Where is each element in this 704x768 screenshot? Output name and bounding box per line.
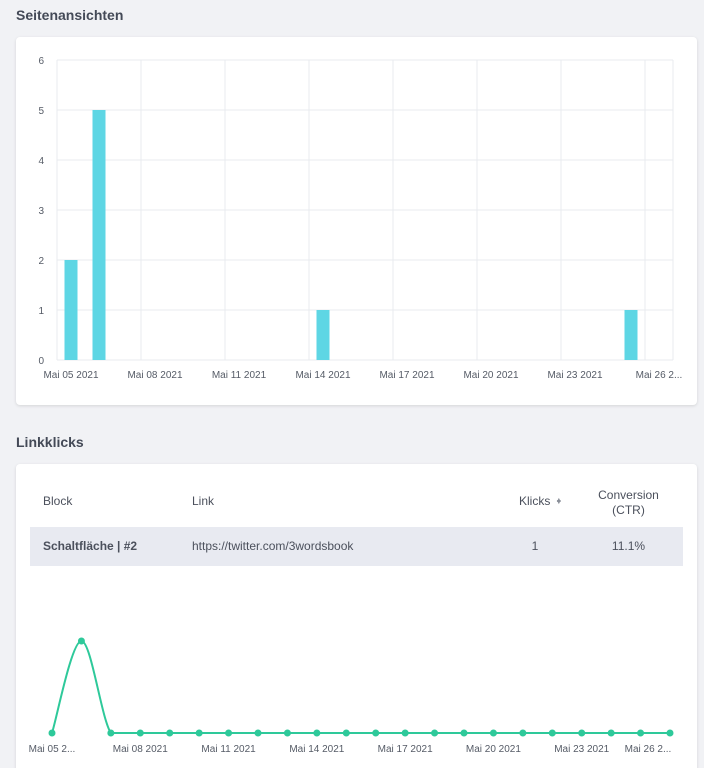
linkclicks-card: Block Link Klicks ▲ ▼ Conversion (CTR) Sch… <box>16 464 697 768</box>
data-point <box>519 729 527 737</box>
data-point <box>401 729 409 737</box>
data-point <box>107 729 115 737</box>
data-point <box>578 729 586 737</box>
data-point <box>48 729 56 737</box>
linkclicks-section-title: Linkklicks <box>16 434 84 450</box>
data-point <box>548 729 556 737</box>
data-point <box>666 729 674 737</box>
x-tick-label: Mai 20 2021 <box>466 744 521 755</box>
linkclicks-line-chart: Mai 05 2... Mai 08 2021 Mai 11 2021 Mai 14 … <box>29 637 674 755</box>
y-tick-label: 2 <box>38 256 44 267</box>
column-header-conversion: Conversion (CTR) <box>586 488 671 518</box>
data-point <box>607 729 615 737</box>
y-tick-label: 6 <box>38 56 44 67</box>
row-clicks-cell: 1 <box>531 539 539 553</box>
y-tick-label: 3 <box>38 206 44 217</box>
pageviews-section-title: Seitenansichten <box>16 7 124 23</box>
x-tick-label: Mai 08 2021 <box>113 744 168 755</box>
data-point <box>372 729 380 737</box>
x-tick-label: Mai 26 2... <box>625 744 672 755</box>
y-tick-label: 0 <box>38 356 44 367</box>
column-header-block: Block <box>43 494 73 508</box>
row-conversion-cell: 11.1% <box>611 539 646 553</box>
series-line <box>51 639 670 735</box>
x-tick-label: Mai 17 2021 <box>379 370 434 381</box>
data-point <box>431 729 439 737</box>
x-tick-label: Mai 14 2021 <box>295 370 350 381</box>
data-point <box>166 729 174 737</box>
data-point <box>342 729 350 737</box>
row-block-cell: Schaltfläche | #2 <box>43 539 138 553</box>
data-point <box>254 729 262 737</box>
data-point <box>637 729 645 737</box>
x-tick-label: Mai 20 2021 <box>463 370 518 381</box>
column-header-link: Link <box>192 494 215 508</box>
column-header-conversion-line1: Conversion <box>598 488 659 502</box>
table-row[interactable]: Schaltfläche | #2 https://twitter.com/3w… <box>30 527 683 566</box>
x-tick-label: Mai 05 2021 <box>43 370 98 381</box>
column-header-clicks[interactable]: Klicks ▲ ▼ <box>519 494 562 508</box>
y-tick-label: 5 <box>38 106 44 117</box>
x-tick-label: Mai 11 2021 <box>212 370 267 381</box>
bar <box>64 260 78 360</box>
bar <box>316 310 330 360</box>
bar <box>92 110 106 360</box>
data-point <box>283 729 291 737</box>
x-tick-label: Mai 23 2021 <box>554 744 609 755</box>
x-tick-label: Mai 08 2021 <box>127 370 182 381</box>
x-tick-label: Mai 17 2021 <box>378 744 433 755</box>
y-tick-label: 4 <box>38 156 44 167</box>
row-link-cell[interactable]: https://twitter.com/3wordsbook <box>192 539 354 553</box>
x-tick-label: Mai 11 2021 <box>201 744 256 755</box>
data-point <box>313 729 321 737</box>
x-tick-label: Mai 14 2021 <box>289 744 344 755</box>
pageviews-card: 0 1 2 3 4 5 6 Mai 05 2021 Mai 08 2021 Mai 11 2021… <box>16 37 697 405</box>
bar <box>624 310 638 360</box>
column-header-clicks-label: Klicks <box>519 494 551 508</box>
x-tick-label: Mai 26 2... <box>636 370 683 381</box>
data-point <box>195 729 203 737</box>
pageviews-bar-chart: 0 1 2 3 4 5 6 Mai 05 2021 Mai 08 2021 Mai 11 2021… <box>38 56 683 381</box>
column-header-conversion-line2: (CTR) <box>612 503 645 517</box>
data-point <box>225 729 233 737</box>
data-point <box>136 729 144 737</box>
data-point <box>77 637 85 645</box>
x-tick-label: Mai 05 2... <box>29 744 76 755</box>
x-tick-label: Mai 23 2021 <box>547 370 602 381</box>
y-tick-label: 1 <box>38 306 44 317</box>
data-point <box>489 729 497 737</box>
sort-icon[interactable]: ▲ ▼ <box>555 497 563 506</box>
data-point <box>460 729 468 737</box>
